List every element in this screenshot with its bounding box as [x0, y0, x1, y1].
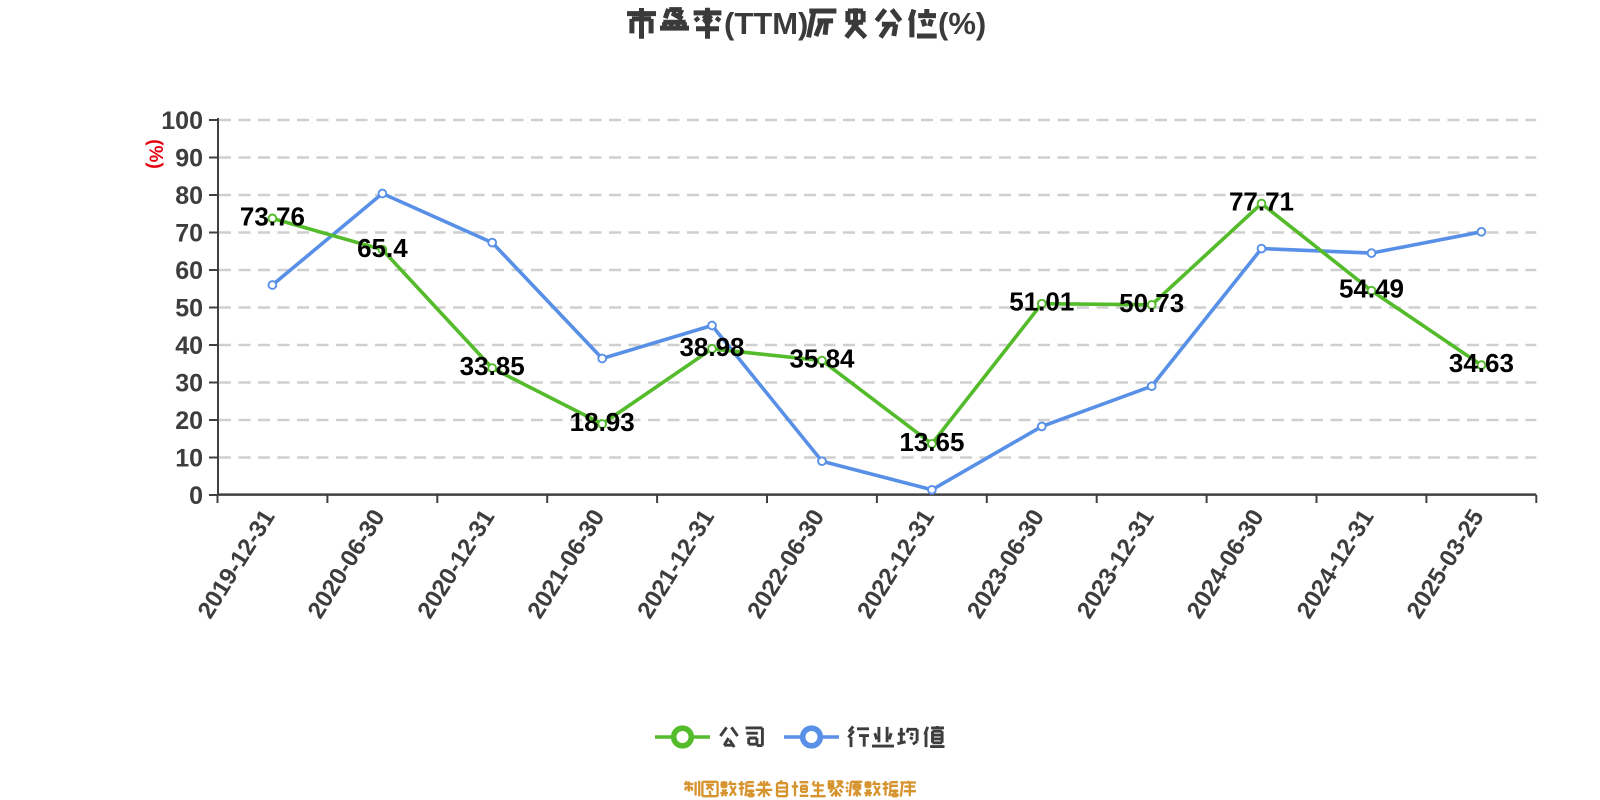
svg-text:0: 0: [189, 482, 203, 510]
svg-text:50.73: 50.73: [1119, 288, 1184, 318]
svg-text:20: 20: [175, 407, 203, 435]
svg-text:51.01: 51.01: [1009, 287, 1074, 317]
svg-text:70: 70: [175, 220, 203, 248]
svg-text:38.98: 38.98: [679, 332, 744, 362]
svg-text:35.84: 35.84: [789, 344, 855, 374]
svg-text:65.4: 65.4: [357, 233, 408, 263]
svg-text:100: 100: [161, 107, 203, 135]
svg-text:77.71: 77.71: [1229, 187, 1294, 217]
svg-text:(TTM): (TTM): [724, 6, 808, 41]
svg-text:33.85: 33.85: [460, 351, 525, 381]
svg-text:73.76: 73.76: [240, 201, 305, 231]
svg-text:(%): (%): [938, 6, 986, 41]
svg-text:13.65: 13.65: [899, 427, 964, 457]
svg-text:30: 30: [175, 370, 203, 398]
svg-text:80: 80: [175, 182, 203, 210]
svg-text:10: 10: [175, 445, 203, 473]
svg-text:(%): (%): [145, 139, 166, 169]
svg-text:60: 60: [175, 257, 203, 285]
svg-text:90: 90: [175, 145, 203, 173]
svg-text:54.49: 54.49: [1339, 274, 1404, 304]
svg-text:50: 50: [175, 295, 203, 323]
svg-text:34.63: 34.63: [1449, 348, 1514, 378]
svg-text:18.93: 18.93: [570, 407, 635, 437]
svg-text:40: 40: [175, 332, 203, 360]
